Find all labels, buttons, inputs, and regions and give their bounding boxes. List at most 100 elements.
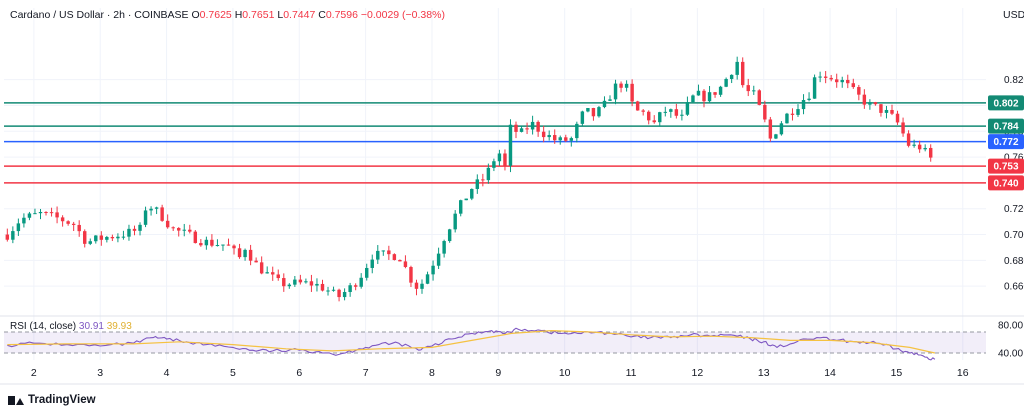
time-tick-label: 11: [626, 367, 637, 379]
candle-body: [226, 244, 231, 246]
time-tick-label: 4: [164, 367, 170, 379]
candle-body: [470, 188, 474, 199]
candle-body: [453, 213, 457, 230]
candle-body: [475, 179, 480, 189]
candle-body: [691, 95, 695, 103]
candle-body: [348, 285, 352, 292]
time-axis[interactable]: 2 3 4 5 6 7 8 9 10 11 12 13 14 15 16: [0, 367, 1024, 385]
level-tag: [988, 175, 1024, 191]
candle-body: [38, 211, 43, 214]
candle-body: [221, 244, 225, 246]
level-tag: [988, 118, 1024, 134]
candle-body: [442, 241, 446, 254]
candle-body: [553, 135, 557, 141]
tradingview-logo[interactable]: TradingView: [8, 394, 96, 406]
candle-body: [420, 283, 424, 289]
candlestick-series: [5, 56, 933, 302]
high-label: H: [234, 9, 243, 21]
candle-body: [94, 235, 98, 242]
candle-body: [431, 265, 435, 275]
open-label: O: [191, 9, 200, 21]
candle-body: [282, 278, 286, 287]
candle-body: [680, 114, 684, 116]
price-grid: [0, 8, 1024, 360]
candle-body: [143, 210, 148, 225]
candle-body: [857, 87, 861, 95]
candle-body: [248, 249, 253, 261]
close-value: 0.7596: [325, 9, 358, 21]
candle-body: [608, 99, 612, 101]
candle-body: [541, 131, 546, 138]
candle-body: [265, 272, 269, 274]
candle-body: [663, 111, 668, 113]
candle-body: [928, 147, 933, 158]
candle-body: [16, 223, 21, 232]
rsi-ma-line: [7, 329, 936, 354]
candle-body: [702, 90, 706, 102]
high-value: 0.7651: [242, 9, 275, 21]
candle-body: [447, 229, 452, 242]
candle-body: [586, 107, 590, 112]
candle-body: [298, 279, 303, 283]
candle-body: [901, 122, 905, 134]
candle-body: [237, 248, 242, 258]
candle-body: [591, 107, 596, 117]
candle-body: [840, 79, 844, 83]
candle-body: [818, 76, 822, 78]
candle-body: [724, 78, 728, 87]
rsi-legend: RSI (14, close) 30.91 39.93: [10, 321, 132, 332]
candle-body: [492, 161, 496, 168]
rsi-value: 30.91: [78, 321, 104, 332]
candle-body: [88, 241, 92, 244]
candle-body: [547, 135, 551, 138]
candle-body: [44, 211, 48, 213]
time-tick-label: 13: [758, 367, 770, 379]
candle-body: [757, 90, 762, 105]
candle-body: [204, 239, 209, 246]
candle-body: [71, 223, 76, 225]
candle-body: [669, 109, 673, 112]
candle-body: [293, 279, 297, 285]
candle-body: [768, 119, 773, 139]
candle-body: [193, 231, 198, 244]
candle-body: [503, 153, 507, 166]
price-axis[interactable]: 0.8200.8000.7800.7600.7400.7200.7000.680…: [988, 75, 1024, 360]
candle-body: [514, 124, 518, 132]
candle-body: [740, 61, 745, 86]
candle-body: [425, 274, 430, 284]
candle-body: [436, 253, 441, 266]
candle-body: [917, 144, 922, 150]
candle-body: [779, 123, 784, 135]
candle-body: [729, 74, 734, 79]
candle-body: [83, 231, 87, 244]
candle-body: [154, 207, 159, 209]
candle-body: [27, 213, 32, 218]
brand-name: TradingView: [28, 394, 96, 406]
candle-body: [879, 104, 883, 113]
price-tick-label: 0.680: [1004, 256, 1024, 267]
time-tick-label: 2: [31, 367, 37, 379]
candle-body: [66, 221, 70, 224]
candle-body: [210, 239, 214, 246]
candle-body: [846, 79, 850, 84]
symbol-title[interactable]: Cardano / US Dollar · 2h · COINBASE: [10, 9, 189, 21]
support-resistance-levels: [4, 102, 986, 184]
candle-body: [508, 124, 513, 166]
low-value: 0.7447: [283, 9, 316, 21]
price-tick-label: 0.660: [1004, 282, 1024, 293]
candle-body: [254, 260, 258, 263]
price-tick-label: 0.820: [1004, 75, 1024, 86]
candle-body: [171, 227, 175, 229]
candle-body: [55, 212, 59, 218]
candle-body: [807, 98, 811, 101]
candle-body: [320, 283, 325, 291]
candle-body: [763, 104, 767, 120]
candle-body: [326, 290, 330, 292]
candle-body: [823, 76, 828, 78]
time-tick-label: 10: [559, 367, 571, 379]
candle-body: [232, 245, 236, 249]
rsi-title[interactable]: RSI (14, close): [10, 321, 77, 332]
low-label: L: [277, 9, 284, 21]
candle-body: [188, 229, 192, 232]
